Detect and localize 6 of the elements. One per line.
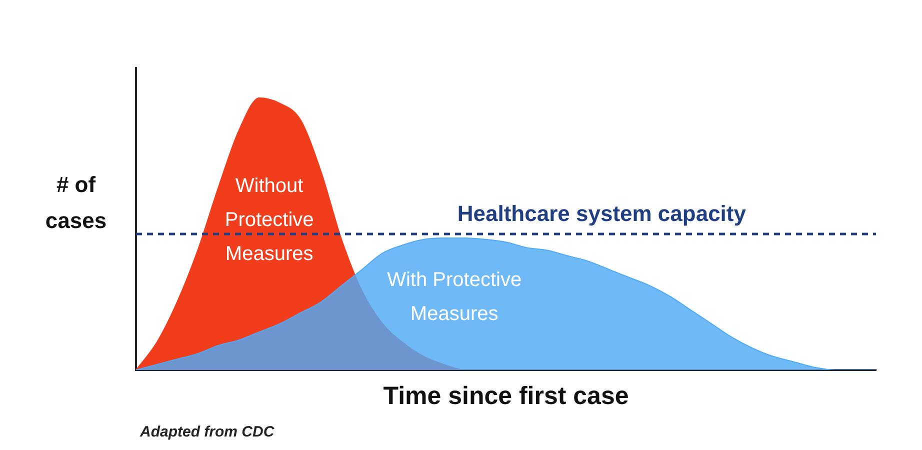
text: Adapted from CDC [139,424,276,441]
series-label: Without Protective Measures [224,174,314,265]
x-axis-title: Time since first case [383,382,629,410]
series-label: With Protective Measures [387,268,522,325]
y-axis-title: # of cases [45,172,107,234]
ref-line-label: Healthcare system capacity [457,201,747,226]
